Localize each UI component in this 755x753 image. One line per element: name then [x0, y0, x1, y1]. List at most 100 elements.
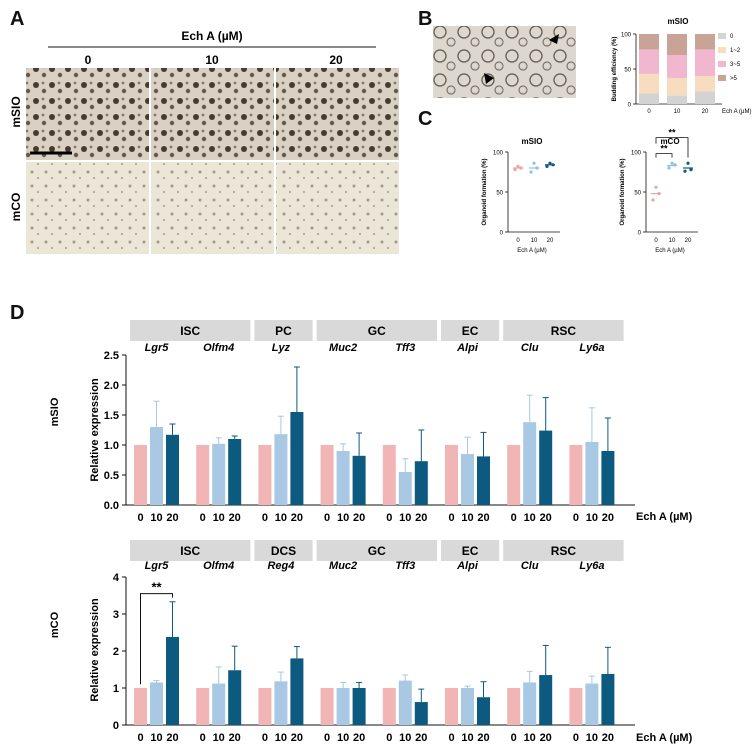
expression-bar [166, 636, 179, 725]
arrowhead-marker [549, 34, 559, 44]
chart-x-tick-label: 20 [166, 732, 178, 744]
chart-x-label: Ech A (µM) [636, 511, 693, 523]
gene-category-label: RSC [551, 324, 577, 338]
chart-x-tick-label: 10 [399, 512, 411, 524]
micrograph-msio-20 [276, 68, 399, 160]
budding-legend-label: 1~2 [730, 48, 741, 54]
chart-x-tick-label: 10 [150, 732, 162, 744]
panel-a-title: Ech A (µM) [181, 29, 242, 43]
chart-x-tick-label: 0 [137, 512, 143, 524]
budding-stack-segment [639, 34, 659, 50]
formation-point [529, 170, 533, 174]
chart-x-tick-label: 0 [324, 512, 330, 524]
expression-bar [228, 439, 242, 505]
chart-y-tick-label: 3 [113, 609, 119, 621]
gene-label: Lyz [272, 342, 291, 354]
chart-x-tick-label: 10 [213, 512, 225, 524]
panel-label-b: B [418, 8, 433, 30]
chart-x-tick-label: 20 [291, 732, 303, 744]
budding-stack-segment [695, 34, 715, 50]
gene-category-header [130, 320, 251, 341]
chart-y-tick-label: 4 [113, 572, 120, 584]
chart-x-tick-label: 0 [573, 732, 579, 744]
formation-y-label: Organoid formation (%) [482, 159, 488, 226]
expression-bar [477, 456, 490, 505]
formation-point [532, 161, 536, 165]
chart-x-tick-label: 10 [586, 512, 598, 524]
significance-bracket [655, 137, 689, 158]
micrograph-mco-10 [151, 162, 274, 254]
expression-bar [461, 454, 474, 505]
budding-micrograph [433, 26, 576, 98]
chart-x-tick-label: 20 [353, 512, 365, 524]
panel-a-col-2: 20 [329, 53, 343, 67]
expression-bar [352, 688, 366, 725]
formation-x-tick-label: 20 [547, 238, 554, 244]
chart-x-tick-label: 10 [150, 512, 162, 524]
gene-category-header [254, 320, 313, 341]
expression-bar [382, 445, 396, 505]
chart-x-tick-label: 20 [477, 732, 489, 744]
formation-x-tick-label: 10 [669, 238, 676, 244]
chart-y-label: Relative expression [89, 598, 101, 702]
chart-x-tick-label: 20 [540, 732, 552, 744]
chart-y-tick-label: 0.5 [104, 470, 119, 482]
expression-bar [398, 472, 412, 505]
chart-x-tick-label: 0 [262, 732, 268, 744]
formation-point [651, 198, 655, 202]
gene-category-label: DCS [271, 544, 296, 558]
gene-category-header [441, 320, 500, 341]
gene-label: Alpi [456, 342, 479, 354]
formation-point [654, 185, 658, 189]
gene-category-header [130, 540, 251, 561]
chart-x-tick-label: 10 [337, 512, 349, 524]
panel-a-col-1: 10 [205, 53, 219, 67]
budding-y-tick-label: 0 [628, 103, 632, 109]
chart-x-tick-label: 20 [166, 512, 178, 524]
expression-bar [461, 688, 474, 725]
chart-x-tick-label: 10 [275, 512, 287, 524]
budding-legend-label: 0 [730, 34, 734, 40]
chart-y-tick-label: 2.5 [104, 350, 119, 362]
formation-y-label: Organoid formation (%) [620, 159, 626, 226]
expression-bar [601, 673, 615, 725]
expression-bar [290, 412, 304, 505]
formation-point [670, 161, 674, 165]
gene-category-label: GC [368, 324, 386, 338]
panel-a-row-mco: mCO [9, 193, 23, 222]
gene-category-label: ISC [180, 544, 200, 558]
budding-stack-segment [695, 49, 715, 76]
formation-point [535, 166, 539, 170]
expression-bar [539, 675, 553, 725]
gene-category-label: EC [462, 544, 479, 558]
chart-x-tick-label: 20 [291, 512, 303, 524]
chart-x-label: Ech A (µM) [636, 732, 693, 744]
gene-label: Muc2 [329, 342, 357, 354]
panel-label-d: D [10, 302, 25, 324]
expression-bar [523, 682, 537, 725]
expression-bar [477, 697, 490, 725]
chart-x-tick-label: 20 [229, 512, 241, 524]
formation-point [673, 163, 677, 167]
chart-x-tick-label: 20 [602, 512, 614, 524]
chart-x-tick-label: 20 [540, 512, 552, 524]
gene-label: Reg4 [267, 560, 294, 572]
chart-row-title: mCO [49, 611, 61, 638]
chart-y-tick-label: 1 [113, 683, 119, 695]
expression-bar [569, 688, 583, 725]
significance-label: ** [151, 580, 162, 595]
chart-x-tick-label: 0 [386, 512, 392, 524]
expression-bar [228, 670, 242, 725]
chart-x-tick-label: 0 [511, 732, 517, 744]
formation-point [657, 192, 661, 196]
expression-bar [414, 461, 428, 505]
formation-x-tick-label: 10 [531, 238, 538, 244]
gene-label: Alpi [456, 560, 479, 572]
gene-label: Olfm4 [203, 560, 234, 572]
expression-bar [445, 688, 458, 725]
budding-legend-swatch [718, 33, 726, 39]
chart-x-tick-label: 10 [524, 512, 536, 524]
chart-x-tick-label: 0 [511, 512, 517, 524]
chart-x-tick-label: 10 [275, 732, 287, 744]
expression-bar [320, 445, 334, 505]
